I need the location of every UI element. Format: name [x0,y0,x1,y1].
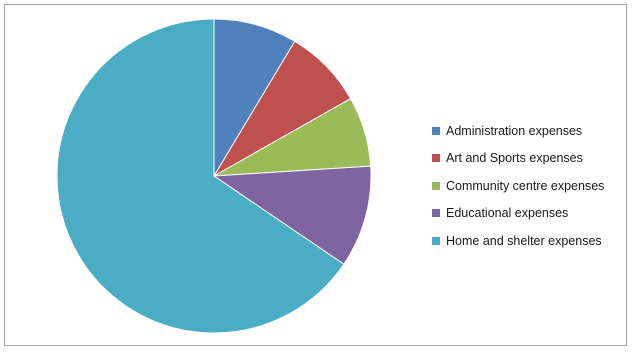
legend-swatch [432,126,440,135]
legend-item: Administration expenses [432,117,604,145]
pie-chart [56,18,372,334]
legend-label: Home and shelter expenses [446,233,602,248]
legend-label: Administration expenses [446,123,583,138]
legend-label: Art and Sports expenses [446,151,583,166]
legend-label: Community centre expenses [446,178,605,193]
legend-label: Educational expenses [446,206,569,221]
pie-slices [56,18,372,334]
legend-item: Art and Sports expenses [432,145,604,173]
pie-slice-administration-expenses [213,18,296,178]
legend-item: Educational expenses [432,200,604,228]
legend-swatch [432,209,440,218]
legend-swatch [432,236,440,245]
legend-swatch [432,181,440,190]
pie-slice-educational-expenses [212,165,372,265]
legend: Administration expenses Art and Sports ex… [432,117,604,255]
legend-item: Community centre expenses [432,172,604,200]
pie-slice-home-and-shelter-expenses [56,18,345,334]
legend-swatch [432,154,440,163]
legend-item: Home and shelter expenses [432,227,604,255]
chart-frame: Administration expenses Art and Sports ex… [4,4,627,346]
